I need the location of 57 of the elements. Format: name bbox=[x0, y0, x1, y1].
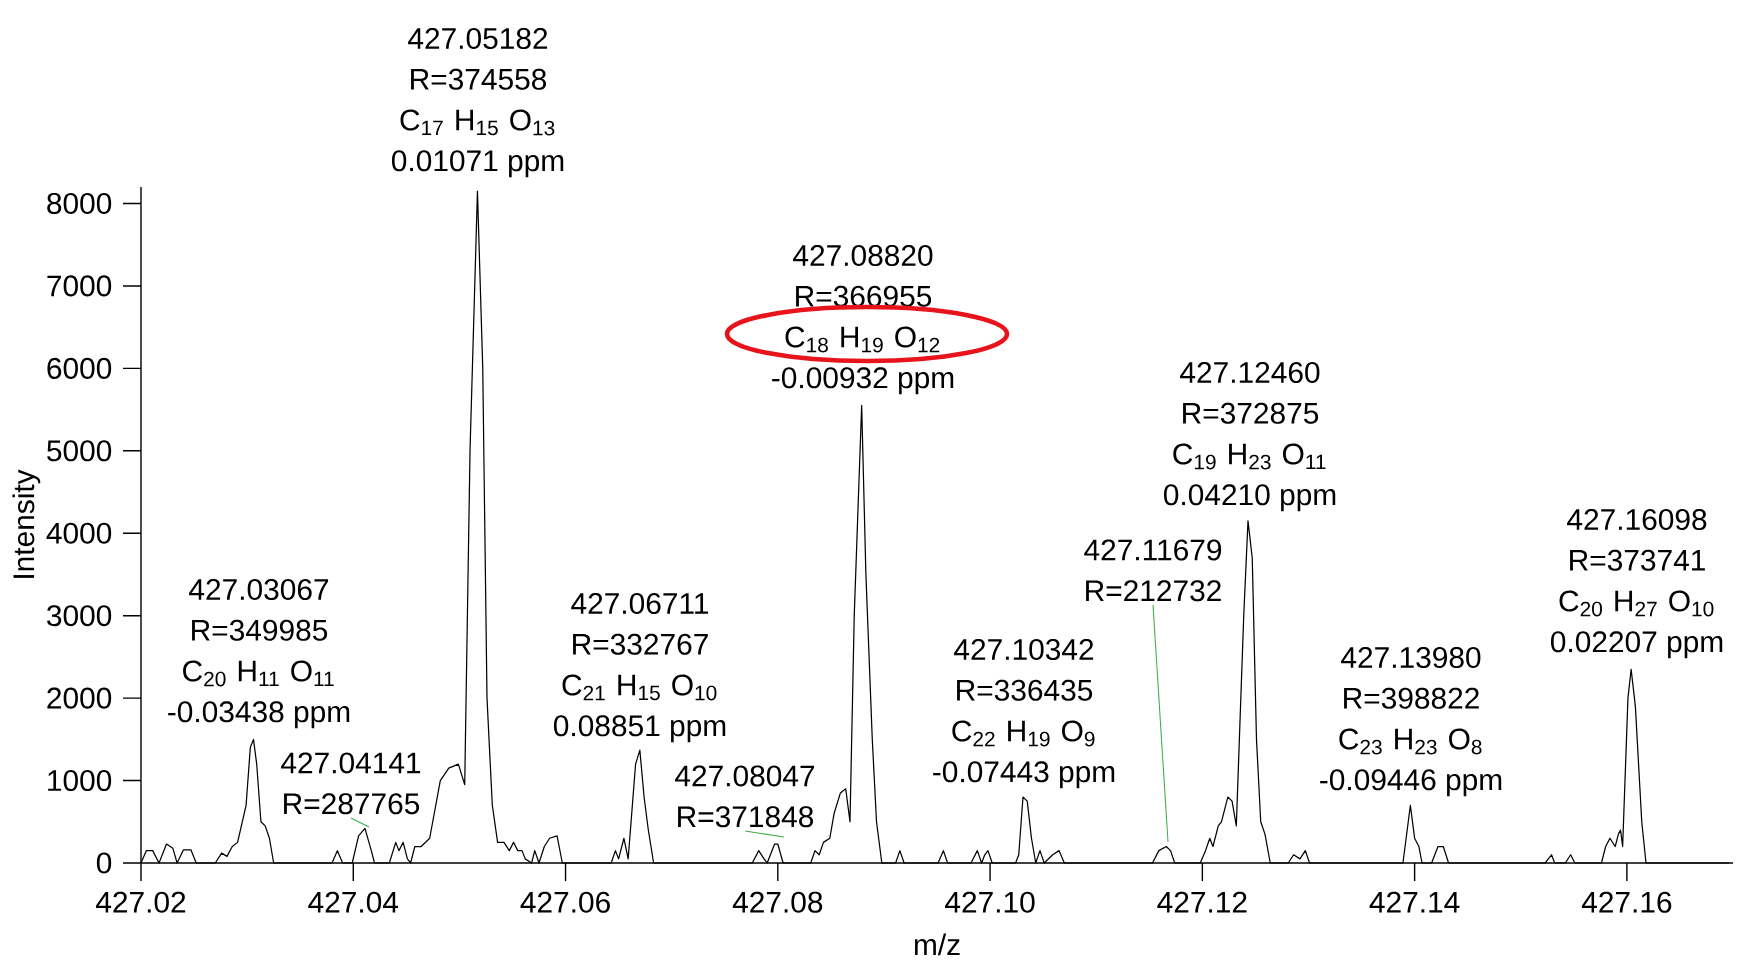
text: 427.05182 bbox=[408, 27, 548, 50]
x-tick-label: 427.02 bbox=[95, 891, 186, 913]
annotation: C$_{23}$ H$_{23}$ O$_{8}$ bbox=[1339, 728, 1482, 755]
x-tick-label: 427.12 bbox=[1157, 891, 1247, 913]
annotation: R=398822 bbox=[1344, 687, 1479, 709]
x-tick-label: 427.08 bbox=[732, 891, 823, 913]
y-tick-label: 7000 bbox=[47, 275, 112, 297]
annotation: R=287765 bbox=[284, 793, 420, 815]
annotation: -0.03438 ppm bbox=[168, 701, 350, 729]
annotation: C$_{19}$ H$_{23}$ O$_{11}$ bbox=[1173, 443, 1326, 470]
annotation: 427.10342 bbox=[954, 638, 1094, 661]
y-tick-label: 3000 bbox=[47, 605, 112, 627]
y-tick-label: 5000 bbox=[47, 440, 112, 462]
x-tick-label: 427.16 bbox=[1581, 891, 1672, 913]
annotation: 427.06711 bbox=[571, 592, 709, 615]
annotation: 427.12460 bbox=[1180, 361, 1320, 384]
x-tick-label: 427.06 bbox=[520, 891, 610, 913]
annotation: 0.08851 ppm bbox=[553, 715, 726, 743]
annotation: R=349985 bbox=[192, 619, 328, 641]
x-tick-label: 427.04 bbox=[308, 891, 399, 913]
annotation: -0.00932 ppm bbox=[772, 367, 954, 395]
annotation: R=372875 bbox=[1183, 402, 1319, 424]
annotation: 427.08820 bbox=[793, 244, 933, 267]
annotation: C$_{20}$ H$_{11}$ O$_{11}$ bbox=[183, 660, 334, 687]
annotation: C$_{18}$ H$_{19}$ O$_{12}$ bbox=[785, 326, 940, 353]
annotation: 427.16098 bbox=[1567, 508, 1707, 531]
annotation: 427.04141 bbox=[281, 752, 421, 774]
annotation: R=212732 bbox=[1086, 580, 1221, 602]
annotation: C$_{21}$ H$_{15}$ O$_{10}$ bbox=[562, 674, 717, 701]
x-tick-label: 427.14 bbox=[1369, 891, 1460, 913]
y-tick-label: 1000 bbox=[48, 770, 112, 792]
annotation: 427.11679 bbox=[1084, 539, 1222, 561]
annotation: C$_{22}$ H$_{19}$ O$_{9}$ bbox=[952, 720, 1095, 747]
annotation: 427.03067 bbox=[189, 578, 329, 601]
annotation: R=366955 bbox=[796, 285, 932, 307]
y-tick-label: 0 bbox=[96, 852, 112, 874]
text: R=374558 bbox=[411, 68, 547, 90]
annotation: -0.09446 ppm bbox=[1320, 769, 1502, 797]
annotation: 427.13980 bbox=[1341, 646, 1481, 669]
annotation: 427.08047 bbox=[675, 765, 815, 787]
y-tick-label: 6000 bbox=[47, 357, 112, 379]
annotation: R=332767 bbox=[573, 633, 708, 655]
x-tick-label: 427.10 bbox=[945, 891, 1035, 913]
x-axis-title: m/z bbox=[914, 933, 960, 956]
y-tick-label: 4000 bbox=[46, 522, 112, 544]
y-axis-title: Intensity bbox=[12, 469, 41, 578]
text: 0.01071 ppm bbox=[391, 150, 564, 178]
annotation: 0.02207 ppm bbox=[1550, 631, 1723, 659]
annotation: C$_{20}$ H$_{27}$ O$_{10}$ bbox=[1559, 590, 1714, 617]
text: C$_{17}$ H$_{15}$ O$_{13}$ bbox=[400, 109, 555, 136]
y-tick-label: 8000 bbox=[47, 192, 112, 215]
y-tick-label: 2000 bbox=[47, 687, 112, 709]
annotation: R=371848 bbox=[678, 806, 814, 828]
annotation: -0.07443 ppm bbox=[933, 761, 1115, 789]
annotation: 0.04210 ppm bbox=[1163, 484, 1336, 512]
annotation: R=336435 bbox=[957, 679, 1093, 701]
annotation: R=373741 bbox=[1570, 549, 1705, 571]
